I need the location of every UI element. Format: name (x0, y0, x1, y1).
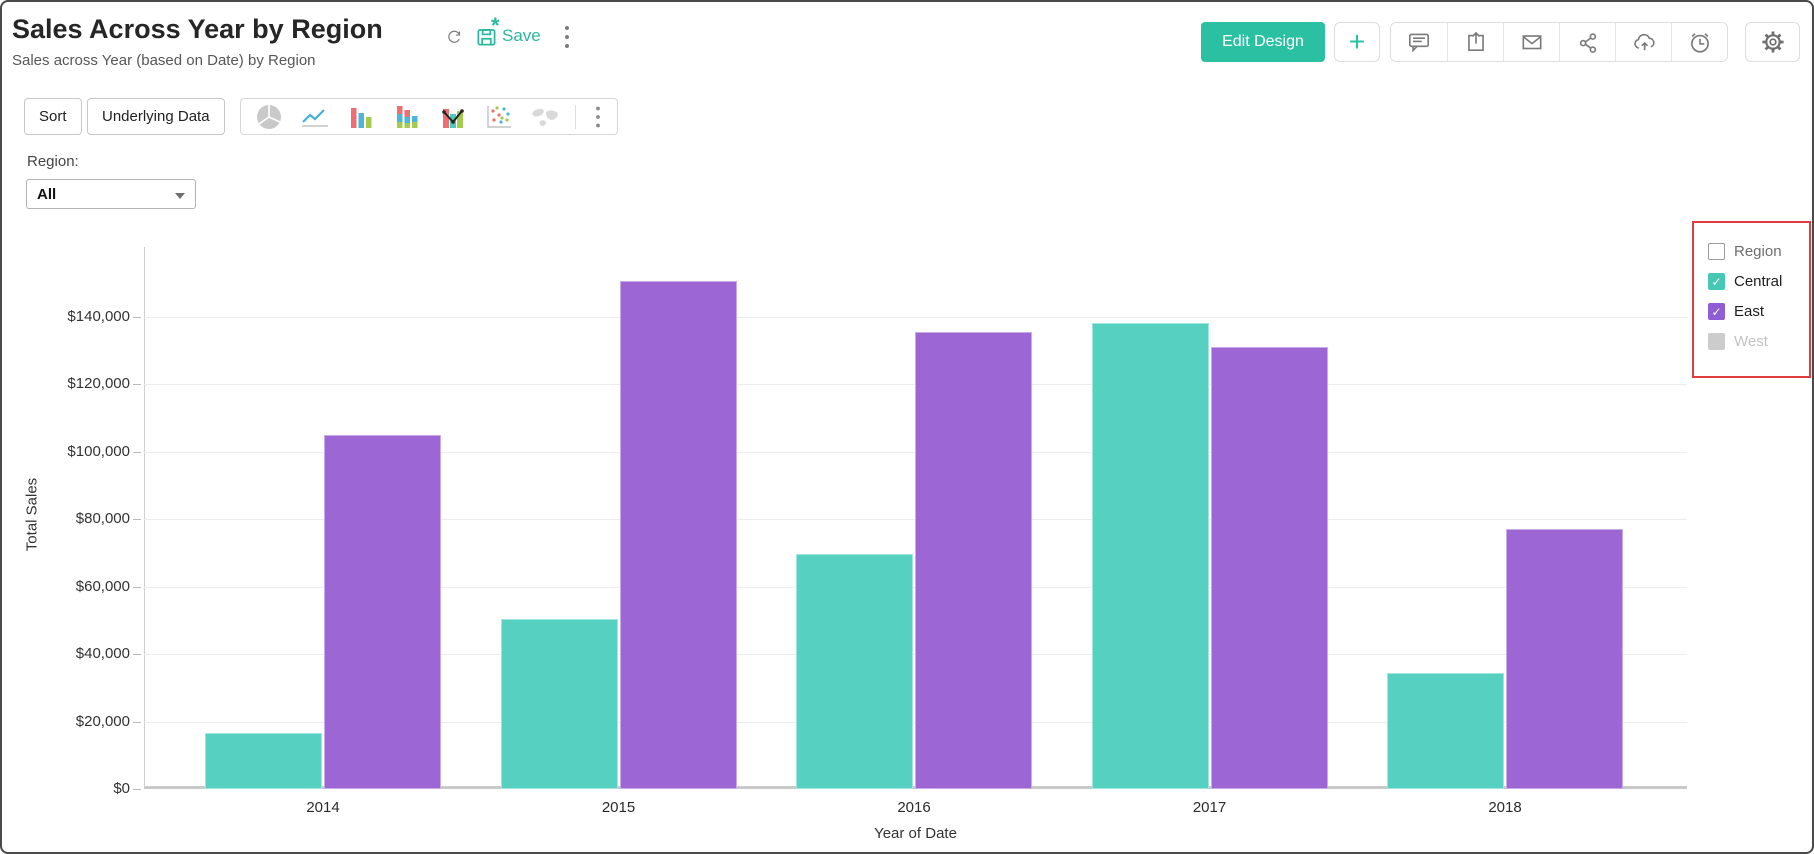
legend-checkbox-east[interactable]: ✓ (1708, 303, 1725, 320)
gear-icon[interactable] (1745, 22, 1800, 62)
legend-item-west[interactable]: West (1708, 333, 1809, 350)
history-icon[interactable] (1671, 23, 1727, 61)
y-tick-label: $40,000 (75, 645, 130, 662)
y-tick-mark (133, 654, 141, 655)
y-tick-label: $100,000 (67, 442, 130, 460)
region-filter-value: All (37, 185, 57, 203)
bar-east-2018[interactable] (1506, 529, 1623, 789)
combo-chart-icon[interactable] (437, 104, 468, 130)
divider (575, 104, 576, 129)
kebab-menu-icon[interactable] (591, 104, 605, 130)
bar-east-2017[interactable] (1210, 346, 1328, 789)
legend-label: East (1734, 303, 1765, 320)
y-tick-label: $140,000 (67, 307, 130, 325)
legend-checkbox-region[interactable] (1708, 243, 1725, 260)
y-tick-mark (133, 316, 141, 318)
gridline (144, 316, 1687, 318)
y-tick-label: $0 (113, 780, 130, 797)
email-icon[interactable] (1503, 23, 1559, 61)
chevron-down-icon (175, 193, 185, 199)
scatter-chart-icon[interactable] (483, 104, 514, 130)
underlying-data-button[interactable]: Underlying Data (87, 98, 225, 135)
bar-east-2015[interactable] (619, 281, 737, 789)
legend-item-central[interactable]: ✓ Central (1708, 273, 1809, 290)
y-tick-mark (133, 451, 141, 453)
page-subtitle: Sales across Year (based on Date) by Reg… (12, 52, 316, 69)
kebab-menu-icon[interactable] (552, 22, 582, 52)
header-action-group (1390, 22, 1728, 62)
y-tick-label: $80,000 (75, 510, 130, 527)
bar-central-2017[interactable] (1091, 323, 1209, 789)
map-chart-icon[interactable] (529, 104, 560, 130)
y-tick-mark (133, 384, 141, 385)
legend-item-east[interactable]: ✓ East (1708, 303, 1809, 320)
add-button[interactable]: + (1334, 22, 1380, 62)
legend-checkbox-central[interactable]: ✓ (1708, 273, 1725, 290)
region-filter-label: Region: (27, 153, 79, 170)
region-filter-dropdown[interactable]: All (26, 179, 196, 209)
legend-item-region[interactable]: Region (1708, 243, 1809, 260)
bar-central-2015[interactable] (500, 618, 618, 789)
bar-central-2016[interactable] (796, 554, 913, 789)
save-label: Save (502, 26, 541, 45)
bar-chart-icon[interactable] (345, 104, 376, 130)
x-tick-label: 2015 (601, 799, 636, 816)
y-tick-mark (133, 789, 141, 790)
share-icon[interactable] (1559, 23, 1615, 61)
save-icon: * (474, 13, 500, 49)
x-axis-title: Year of Date (874, 825, 957, 842)
legend-label: West (1734, 333, 1768, 350)
y-tick-label: $120,000 (67, 375, 130, 392)
refresh-icon[interactable] (439, 22, 469, 52)
bar-central-2018[interactable] (1387, 672, 1504, 789)
save-button[interactable]: * Save (474, 13, 541, 52)
y-axis-title: Total Sales (23, 477, 41, 552)
legend-checkbox-west[interactable] (1708, 333, 1725, 350)
line-chart-icon[interactable] (299, 104, 330, 130)
sort-button[interactable]: Sort (24, 98, 82, 135)
y-tick-label: $20,000 (75, 712, 130, 730)
cloud-upload-icon[interactable] (1615, 23, 1671, 61)
x-tick-label: 2014 (306, 799, 340, 816)
bar-central-2014[interactable] (205, 733, 322, 789)
chart-type-strip (240, 98, 618, 135)
x-tick-label: 2016 (897, 799, 931, 816)
legend-label: Region (1734, 243, 1782, 260)
comment-icon[interactable] (1391, 23, 1447, 61)
edit-design-button[interactable]: Edit Design (1201, 22, 1325, 62)
x-tick-label: 2017 (1192, 799, 1227, 816)
y-tick-mark (133, 586, 141, 588)
y-tick-label: $60,000 (75, 577, 130, 595)
y-tick-mark (133, 721, 141, 723)
pie-chart-icon[interactable] (253, 104, 284, 130)
stacked-bar-chart-icon[interactable] (391, 104, 422, 130)
y-tick-mark (133, 519, 141, 520)
bar-east-2014[interactable] (324, 434, 441, 789)
export-icon[interactable] (1447, 23, 1503, 61)
legend-label: Central (1734, 273, 1783, 290)
x-tick-label: 2018 (1488, 799, 1522, 816)
legend-highlight-box: Region ✓ Central ✓ East West (1692, 221, 1811, 378)
page-title: Sales Across Year by Region (12, 14, 383, 44)
bar-east-2016[interactable] (915, 331, 1032, 789)
unsaved-marker: * (491, 13, 500, 38)
